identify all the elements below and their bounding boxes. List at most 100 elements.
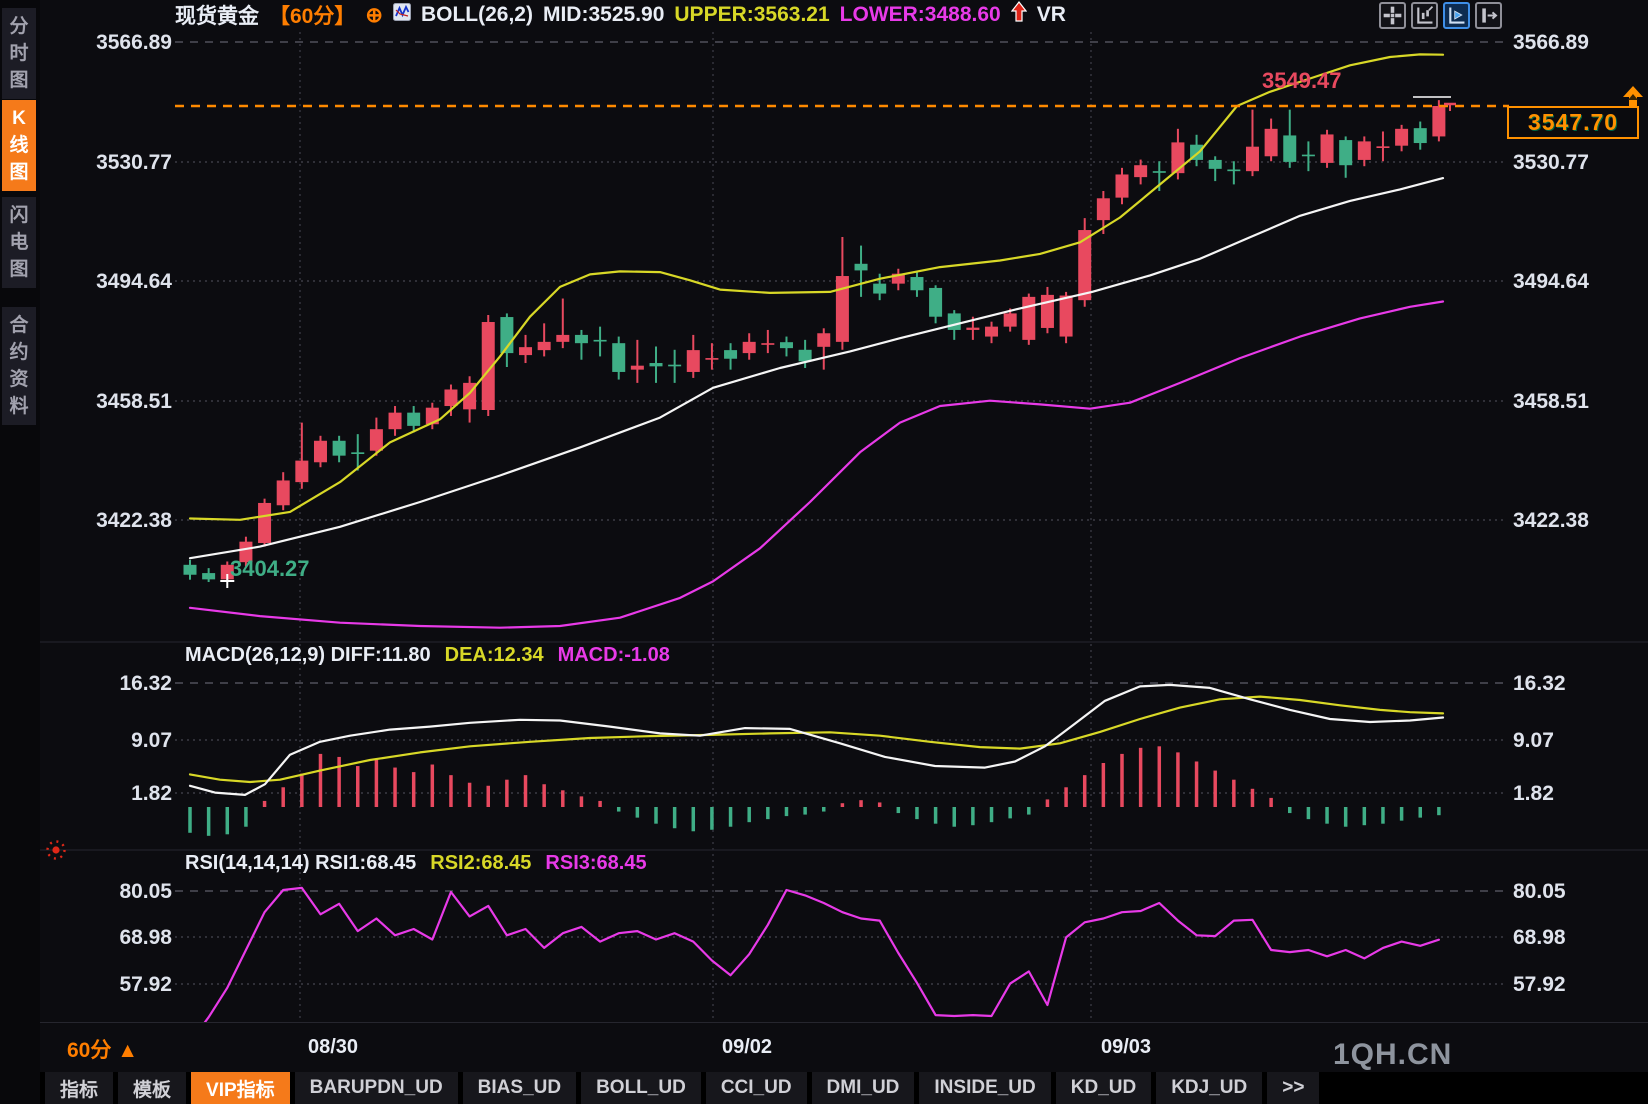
candle-body xyxy=(295,460,309,483)
candle-body xyxy=(835,276,849,342)
period-selector[interactable]: 60分 ▲ xyxy=(67,1039,138,1062)
candle-body xyxy=(220,564,234,580)
sidebar-item-2[interactable]: K线图 xyxy=(2,100,36,191)
axis-labels-layer: 3566.89 3566.89 3530.77 3530.77 3494.64 3494.… xyxy=(96,31,1589,996)
candle-body xyxy=(854,263,868,271)
candles-layer xyxy=(183,100,1446,583)
sidebar-item-3[interactable]: 闪电图 xyxy=(2,197,36,288)
boll-lines-layer xyxy=(188,53,1445,629)
y-axis-label: 3458.51 xyxy=(1513,390,1589,413)
tab-2[interactable]: 模板 xyxy=(118,1072,187,1104)
symbol-title: 现货黄金 xyxy=(175,5,259,28)
candle-body xyxy=(1301,154,1315,157)
current-price-box[interactable]: 3547.70 xyxy=(1507,106,1639,139)
y-axis-label: 9.07 xyxy=(1513,729,1554,752)
y-axis-label: 3530.77 xyxy=(96,151,172,174)
sidebar-item-1[interactable]: 分时图 xyxy=(2,8,36,99)
candle-body xyxy=(1264,128,1278,157)
tab-11[interactable]: KDJ_UD xyxy=(1156,1072,1263,1104)
tab-12[interactable]: >> xyxy=(1267,1072,1320,1104)
circle-plus-icon[interactable]: ⊕ xyxy=(365,3,383,27)
candle-body xyxy=(947,313,961,330)
candle-body xyxy=(910,277,924,291)
tab-10[interactable]: KD_UD xyxy=(1055,1072,1152,1104)
y-axis-label: 3530.77 xyxy=(1513,151,1589,174)
candle-body xyxy=(1003,313,1017,327)
vr-indicator-label[interactable]: VR xyxy=(1036,3,1066,26)
chart-toolbar xyxy=(1379,1,1502,29)
tab-6[interactable]: BOLL_UD xyxy=(581,1072,701,1104)
boll-lower-line xyxy=(188,300,1445,629)
tab-7[interactable]: CCI_UD xyxy=(705,1072,807,1104)
indicator-tab-bar: 指标 模板 VIP指标 BARUPDN_UD BIAS_UD BOLL_UD CCI_UD D… xyxy=(40,1072,1648,1104)
gridlines-layer xyxy=(40,32,1648,1018)
macd-diff-label: MACD(26,12,9) DIFF:11.80 xyxy=(185,644,431,666)
candle-body xyxy=(649,363,663,367)
price-up-arrow-icon xyxy=(1623,86,1643,113)
tab-8[interactable]: DMI_UD xyxy=(811,1072,915,1104)
candle-body xyxy=(425,407,439,425)
tab-4[interactable]: BARUPDN_UD xyxy=(294,1072,458,1104)
tab-1[interactable]: 指标 xyxy=(45,1072,114,1104)
candle-body xyxy=(742,341,756,354)
candle-body xyxy=(1208,159,1222,169)
candle-body xyxy=(779,342,793,349)
y-axis-label: 9.07 xyxy=(131,729,172,752)
candle-body xyxy=(1096,198,1110,221)
y-axis-label: 1.82 xyxy=(1513,782,1554,805)
rsi3-label: RSI3:68.45 xyxy=(545,852,647,874)
candle-body xyxy=(929,287,943,317)
candle-body xyxy=(1152,171,1166,173)
mini-chart-icon[interactable] xyxy=(392,3,411,27)
candle-body xyxy=(313,440,327,463)
x-axis-date: 09/02 xyxy=(721,1036,773,1058)
candle-body xyxy=(705,358,719,360)
candle-body xyxy=(612,343,626,372)
boll-mid-line xyxy=(188,177,1445,560)
crosshair-tool-button[interactable] xyxy=(1379,1,1406,29)
tab-9[interactable]: INSIDE_UD xyxy=(919,1072,1051,1104)
macd-dea-line xyxy=(188,695,1445,784)
candle-body xyxy=(1432,105,1446,137)
y-axis-label: 3422.38 xyxy=(96,509,172,532)
y-axis-label: 16.32 xyxy=(119,672,172,695)
candle-body xyxy=(668,364,682,367)
candle-body xyxy=(873,283,887,294)
macd-diff-line xyxy=(188,683,1445,797)
candle-body xyxy=(966,327,980,330)
alert-sun-icon[interactable] xyxy=(44,838,68,867)
candle-body xyxy=(724,350,738,359)
axis-scale-tool-button[interactable] xyxy=(1411,1,1438,29)
candle-body xyxy=(630,365,644,370)
macd-header: MACD(26,12,9) DIFF:11.80 DEA:12.34 MACD:… xyxy=(185,644,670,667)
candle-body xyxy=(1395,128,1409,146)
candle-body xyxy=(369,429,383,451)
tab-5[interactable]: BIAS_UD xyxy=(462,1072,577,1104)
candle-body xyxy=(1059,295,1073,337)
page-forward-tool-button[interactable] xyxy=(1475,1,1502,29)
candle-body xyxy=(351,452,365,454)
low-price-label: 3404.27 xyxy=(230,556,310,581)
period-up-icon: ▲ xyxy=(117,1039,138,1062)
candle-body xyxy=(388,412,402,430)
candle-body xyxy=(985,326,999,337)
candle-body xyxy=(481,322,495,411)
candle-body xyxy=(1357,141,1371,160)
play-forward-tool-button[interactable] xyxy=(1443,1,1470,29)
candle-body xyxy=(1022,296,1036,340)
chart-canvas[interactable]: 3566.89 3566.89 3530.77 3530.77 3494.64 3494.… xyxy=(40,30,1648,1022)
y-axis-label: 57.92 xyxy=(1513,973,1566,996)
candle-body xyxy=(239,541,253,563)
y-axis-label: 68.98 xyxy=(1513,926,1566,949)
sidebar-item-4[interactable]: 合约资料 xyxy=(2,307,36,425)
y-axis-label: 3494.64 xyxy=(1513,270,1589,293)
rsi-line xyxy=(203,886,1440,1022)
y-axis-label: 68.98 xyxy=(119,926,172,949)
candle-body xyxy=(1339,140,1353,166)
period-badge[interactable]: 【60分】 xyxy=(269,5,356,28)
tab-3[interactable]: VIP指标 xyxy=(191,1072,290,1104)
macd-value-label: MACD:-1.08 xyxy=(557,644,670,666)
candle-body xyxy=(1115,174,1129,198)
y-axis-label: 57.92 xyxy=(119,973,172,996)
